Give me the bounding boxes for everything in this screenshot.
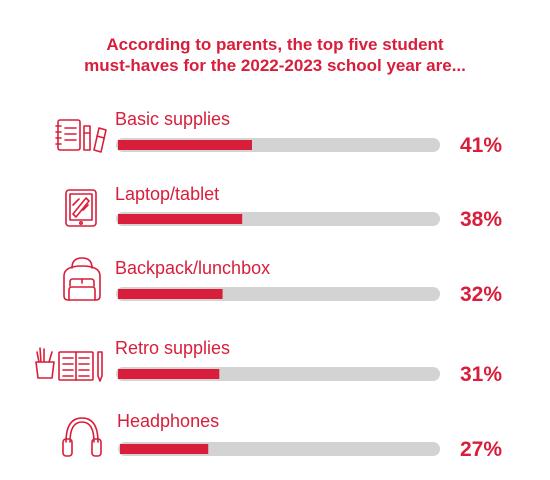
pencil-cup-notebook-icon (35, 347, 103, 382)
bar-fill (118, 214, 243, 224)
chart-title-line-2: must-haves for the 2022-2023 school year… (84, 56, 466, 75)
chart-title: According to parents, the top five stude… (0, 34, 550, 76)
notebook-pencil-icon (55, 119, 107, 153)
category-label: Basic supplies (115, 109, 230, 129)
headphones-icon (62, 417, 102, 457)
category-label: Headphones (117, 411, 219, 431)
bar-fill (118, 140, 252, 150)
value-label: 38% (460, 208, 502, 231)
category-label: Laptop/tablet (115, 184, 219, 204)
bar-fill (118, 289, 223, 299)
value-label: 27% (460, 438, 502, 461)
chart-title-line-1: According to parents, the top five stude… (106, 35, 444, 54)
bar-fill (118, 369, 220, 379)
category-label: Backpack/lunchbox (115, 258, 270, 278)
value-label: 31% (460, 363, 502, 386)
tablet-icon (65, 189, 97, 227)
backpack-icon (63, 257, 101, 301)
value-label: 32% (460, 283, 502, 306)
category-label: Retro supplies (115, 338, 230, 358)
value-label: 41% (460, 134, 502, 157)
bar-fill (120, 444, 209, 454)
